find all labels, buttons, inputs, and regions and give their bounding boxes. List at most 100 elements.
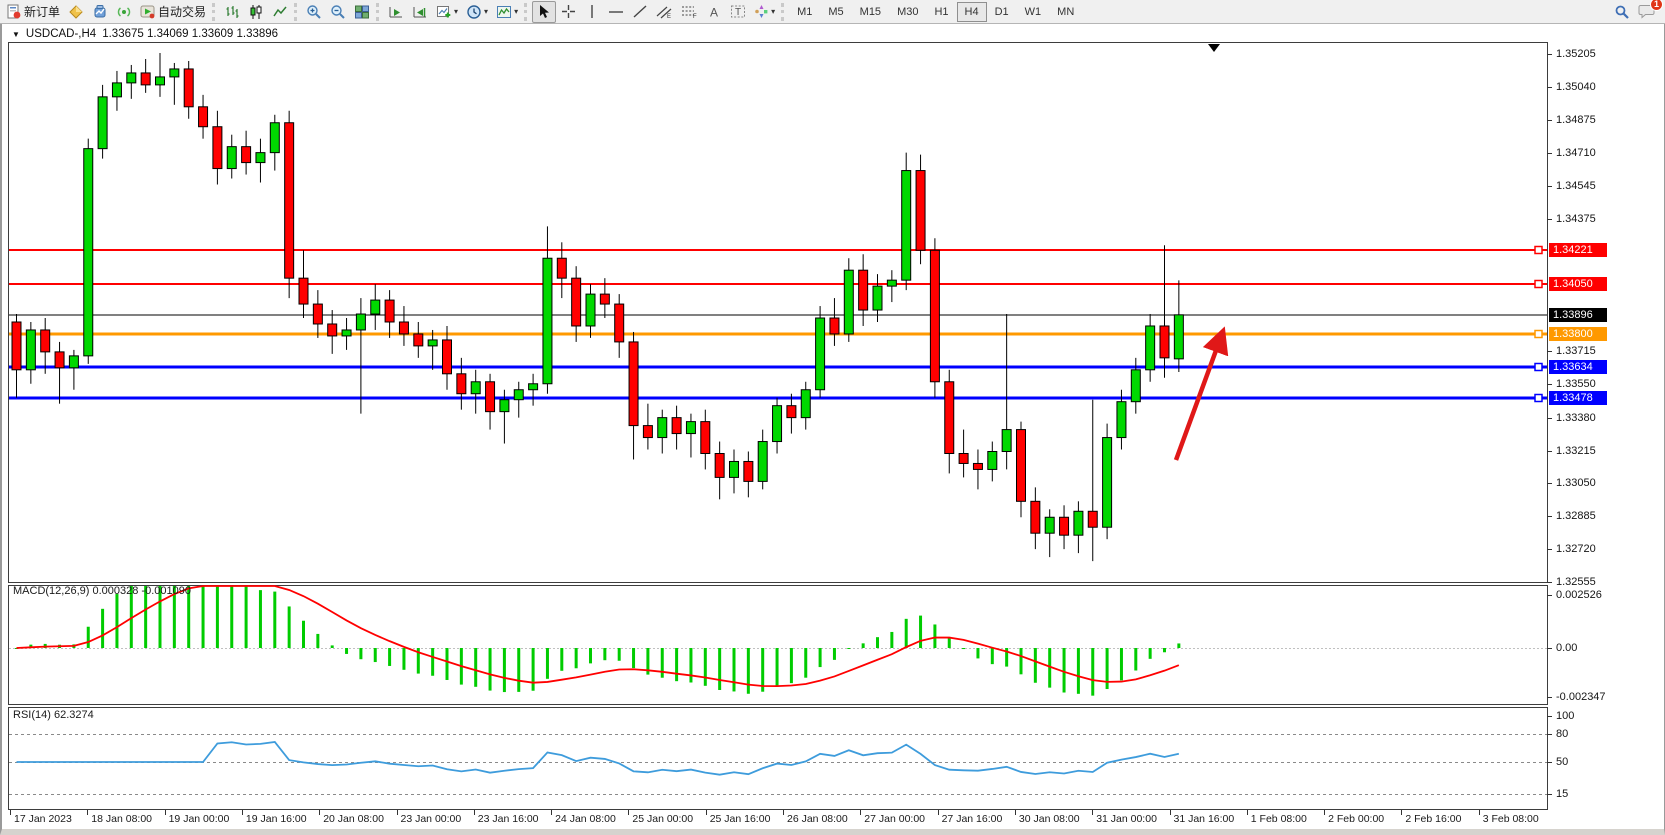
chart-shift-icon bbox=[413, 6, 427, 17]
timeframe-m30-button[interactable]: M30 bbox=[897, 5, 919, 18]
date-axis-label: 27 Jan 00:00 bbox=[864, 813, 926, 825]
toolbar-grip bbox=[781, 2, 786, 21]
tile-windows-button[interactable] bbox=[350, 1, 374, 23]
date-axis-label: 23 Jan 16:00 bbox=[477, 813, 539, 825]
rsi-indicator-label: RSI(14) 62.3274 bbox=[13, 709, 94, 721]
toolbar-grip bbox=[212, 2, 217, 21]
timeframe-d1-button[interactable]: D1 bbox=[994, 5, 1009, 18]
price-axis-tick-1.34545: 1.34545 bbox=[1556, 179, 1596, 192]
price-badge-1.33478: 1.33478 bbox=[1549, 391, 1607, 405]
svg-text:F: F bbox=[693, 14, 697, 19]
dropdown-caret-icon: ▾ bbox=[514, 7, 519, 16]
timeframe-m5-button[interactable]: M5 bbox=[828, 5, 844, 18]
rsi-axis-100: 100 bbox=[1556, 709, 1575, 722]
crosshair-icon bbox=[561, 5, 575, 18]
clock-icon bbox=[467, 4, 481, 19]
macd-axis--0.002347: -0.002347 bbox=[1556, 690, 1606, 703]
auto-scroll-button[interactable] bbox=[384, 1, 408, 23]
date-axis-label: 26 Jan 08:00 bbox=[787, 813, 848, 825]
text-label-icon: T bbox=[731, 5, 746, 18]
price-badge-1.33896: 1.33896 bbox=[1549, 308, 1607, 322]
zoom-out-button[interactable] bbox=[326, 1, 350, 23]
arrows-tool-button[interactable]: ▾ bbox=[750, 1, 779, 23]
text-tool-button[interactable]: A bbox=[702, 1, 726, 23]
date-axis-label: 19 Jan 00:00 bbox=[168, 813, 230, 825]
signal-broadcast-icon bbox=[117, 6, 131, 17]
trendline-icon bbox=[633, 5, 647, 18]
svg-text:A: A bbox=[710, 5, 718, 19]
date-axis-label: 25 Jan 00:00 bbox=[632, 813, 694, 825]
chart-shift-marker[interactable] bbox=[1208, 44, 1220, 52]
equidistant-channel-tool-button[interactable]: E bbox=[652, 1, 677, 23]
cursor-tool-button[interactable] bbox=[532, 0, 557, 23]
auto-scroll-icon bbox=[389, 6, 403, 17]
price-axis-tick-1.32555: 1.32555 bbox=[1556, 575, 1596, 588]
price-badge-1.33634: 1.33634 bbox=[1549, 360, 1607, 374]
timeframe-group: M1 M5 M15 M30 H1 H4 D1 W1 MN bbox=[789, 1, 1082, 22]
new-order-label: 新订单 bbox=[24, 5, 61, 19]
date-axis-label: 23 Jan 00:00 bbox=[400, 813, 462, 825]
new-order-button[interactable]: 新订单 bbox=[2, 1, 64, 23]
timeframe-h4-button[interactable]: H4 bbox=[956, 1, 987, 22]
auto-trading-button[interactable]: 自动交易 bbox=[136, 1, 210, 23]
line-chart-mode-button[interactable] bbox=[268, 1, 292, 23]
price-axis-tick-1.33215: 1.33215 bbox=[1556, 444, 1596, 457]
macd-axis-0.00: 0.00 bbox=[1556, 641, 1578, 654]
main-toolbar: 新订单 bbox=[0, 0, 1665, 24]
chart-window[interactable]: ▼ USDCAD-,H4 1.33675 1.34069 1.33609 1.3… bbox=[0, 24, 1665, 835]
new-chart-icon bbox=[437, 5, 451, 17]
zoom-in-icon bbox=[307, 4, 321, 19]
text-a-icon: A bbox=[710, 5, 718, 19]
cursor-arrow-icon bbox=[540, 5, 550, 18]
auto-trading-label: 自动交易 bbox=[158, 5, 207, 19]
price-axis-tick-1.35205: 1.35205 bbox=[1556, 47, 1596, 60]
axis-ticks bbox=[10, 54, 1552, 815]
price-badge-1.33800: 1.33800 bbox=[1549, 327, 1607, 341]
chart-title-bar[interactable]: ▼ USDCAD-,H4 1.33675 1.34069 1.33609 1.3… bbox=[12, 28, 285, 40]
zoom-in-button[interactable] bbox=[302, 1, 326, 23]
date-axis-label: 1 Feb 08:00 bbox=[1250, 813, 1307, 825]
annotation-arrow[interactable] bbox=[1173, 326, 1229, 461]
new-order-icon bbox=[7, 4, 21, 19]
date-axis-label: 3 Feb 08:00 bbox=[1482, 813, 1539, 825]
search-icon bbox=[1615, 5, 1629, 19]
templates-button[interactable]: ▾ bbox=[492, 1, 522, 23]
date-axis-label: 25 Jan 16:00 bbox=[709, 813, 771, 825]
dropdown-caret-icon: ▾ bbox=[454, 7, 459, 16]
periods-button[interactable]: ▾ bbox=[462, 1, 492, 23]
bar-chart-mode-button[interactable] bbox=[220, 1, 244, 23]
bar-chart-icon bbox=[226, 5, 239, 18]
line-chart-icon bbox=[273, 6, 287, 16]
timeframe-h1-button[interactable]: H1 bbox=[934, 5, 949, 18]
new-chart-button[interactable]: ▾ bbox=[432, 1, 462, 23]
text-label-tool-button[interactable]: T bbox=[726, 1, 750, 23]
vertical-line-tool-button[interactable] bbox=[580, 1, 604, 23]
market-depth-button[interactable] bbox=[64, 1, 88, 23]
toolbar-right-group: 1 bbox=[1610, 0, 1665, 23]
chart-title-dropdown-icon[interactable]: ▼ bbox=[12, 29, 20, 39]
date-axis-label: 24 Jan 08:00 bbox=[555, 813, 616, 825]
fibonacci-icon: F bbox=[682, 6, 697, 19]
search-button[interactable] bbox=[1610, 1, 1634, 23]
price-badge-1.34221: 1.34221 bbox=[1549, 243, 1607, 257]
fibonacci-tool-button[interactable]: F bbox=[677, 1, 702, 23]
timeframe-w1-button[interactable]: W1 bbox=[1024, 5, 1042, 18]
strategy-tester-button[interactable] bbox=[88, 1, 112, 23]
horizontal-line-tool-button[interactable] bbox=[604, 1, 628, 23]
signals-button[interactable] bbox=[112, 1, 136, 23]
crosshair-tool-button[interactable] bbox=[556, 1, 580, 23]
candlestick-mode-button[interactable] bbox=[244, 1, 268, 23]
candlestick-icon bbox=[250, 4, 262, 19]
price-badge-1.34050: 1.34050 bbox=[1549, 277, 1607, 291]
timeframe-mn-button[interactable]: MN bbox=[1057, 5, 1075, 18]
svg-text:E: E bbox=[667, 14, 671, 19]
notifications-button[interactable]: 1 bbox=[1634, 0, 1663, 23]
timeframe-m15-button[interactable]: M15 bbox=[859, 5, 882, 18]
price-axis-tick-1.34710: 1.34710 bbox=[1556, 146, 1596, 159]
trendline-tool-button[interactable] bbox=[628, 1, 652, 23]
chart-shift-button[interactable] bbox=[408, 1, 432, 23]
horizontal-level-lines[interactable] bbox=[9, 245, 1547, 403]
timeframe-m1-button[interactable]: M1 bbox=[797, 5, 813, 18]
